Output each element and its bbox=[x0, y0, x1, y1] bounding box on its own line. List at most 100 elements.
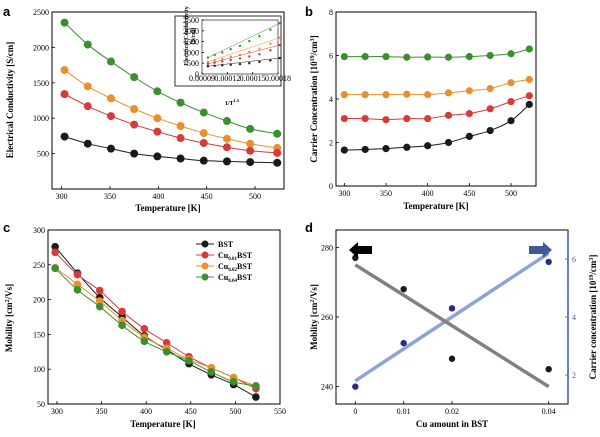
inset-point-green bbox=[238, 44, 242, 48]
inset-point-red bbox=[229, 58, 232, 62]
panel-b-xtick-label: 350 bbox=[380, 189, 392, 198]
panel-a-point-red bbox=[83, 102, 92, 111]
legend-label-cu002: Cu0.02BST bbox=[218, 262, 253, 273]
panel-b-point-orange bbox=[382, 91, 390, 99]
legend-marker-cu002 bbox=[201, 262, 209, 270]
panel-a-line-orange bbox=[64, 69, 278, 149]
panel-b-point-red bbox=[486, 105, 494, 113]
panel-b-point-green bbox=[403, 53, 411, 61]
panel-a-inset: 0.00009 0.00012 0.00015 0.00018 0 500 10001500… bbox=[174, 6, 291, 107]
panel-d-ytick-label: 260 bbox=[321, 313, 333, 322]
panel-b-point-black bbox=[486, 126, 494, 135]
panel-d-cu-amount-chart: 0 0.01 0.02 0.04 240 260 280 2 4 6 Cu amount in B… bbox=[309, 229, 598, 429]
panel-b-line-orange bbox=[344, 78, 530, 96]
panel-a-point-orange bbox=[130, 104, 139, 113]
inset-ytick-label: 2500 bbox=[183, 16, 199, 25]
panel-a-point-green bbox=[199, 108, 208, 117]
panel-b-point-black bbox=[361, 145, 369, 154]
legend-item-cu004: Cu0.04BST bbox=[196, 273, 253, 284]
panel-c-frame bbox=[47, 229, 281, 405]
panel-c-xtick-label: 300 bbox=[51, 407, 63, 416]
panel-c-point-red bbox=[162, 338, 171, 347]
panel-b-point-red bbox=[403, 114, 411, 123]
panel-a-point-black bbox=[83, 139, 92, 148]
panel-c-point-red bbox=[73, 270, 82, 279]
inset-point-black bbox=[229, 63, 232, 66]
panel-a-point-red bbox=[273, 148, 282, 157]
panel-c-point-green bbox=[140, 337, 149, 346]
panel-c-series bbox=[51, 242, 260, 401]
panel-d-series bbox=[352, 251, 552, 390]
inset-point-red bbox=[213, 61, 216, 64]
panel-b-line-red bbox=[344, 95, 530, 121]
panel-a-point-orange bbox=[176, 121, 185, 130]
panel-c-legend: BST Cu0.01BST Cu0.02BST Cu0.04BST bbox=[196, 240, 253, 284]
panel-b-carrier-chart: 300 350 400 450 500 0 2 4 6 8 Temperature [K] Car… bbox=[309, 8, 537, 211]
inset-point-black bbox=[278, 56, 281, 60]
panel-c-point-green bbox=[252, 382, 260, 390]
panel-c-point-black bbox=[252, 393, 260, 401]
panel-a-ytick-label: 1000 bbox=[33, 114, 49, 123]
carrier-point bbox=[352, 383, 359, 390]
inset-point-red bbox=[206, 62, 210, 66]
panel-c-xtick-label: 500 bbox=[229, 407, 241, 416]
panel-a-ylabel: Electrical Conductivity [S/cm] bbox=[5, 42, 15, 158]
panel-c-point-red bbox=[118, 307, 126, 316]
panel-b-ytick-label: 0 bbox=[329, 182, 333, 191]
panel-c-point-orange bbox=[95, 297, 104, 305]
carrier-point bbox=[545, 258, 552, 266]
panel-b-xtick-label: 500 bbox=[505, 189, 517, 198]
inset-ytick-label: 1000 bbox=[183, 48, 199, 57]
inset-point-orange bbox=[213, 59, 216, 62]
panel-b-point-red bbox=[424, 114, 432, 123]
panel-c-xtick-label: 450 bbox=[185, 407, 197, 416]
mobility-point bbox=[400, 285, 407, 293]
inset-xtick-label: 0.00012 bbox=[214, 74, 240, 83]
panel-d-ytick-right-label: 6 bbox=[572, 255, 576, 264]
legend-item-bst: BST bbox=[196, 240, 234, 249]
panel-b-point-red bbox=[340, 114, 348, 123]
inset-ylabel-line1: Electrical Conductivity bbox=[184, 6, 190, 66]
panel-a-point-green bbox=[106, 57, 115, 66]
panel-b-point-red bbox=[444, 111, 453, 119]
panel-d-xtick-label: 0 bbox=[353, 407, 357, 416]
panel-c-line-green bbox=[54, 267, 256, 387]
panel-d-ytick-right-label: 2 bbox=[572, 371, 576, 380]
panel-a-point-black bbox=[246, 158, 255, 167]
panel-a-frame bbox=[51, 11, 285, 190]
panel-b-point-orange bbox=[361, 91, 369, 99]
panel-d-ylabel-right: Carrier concentration [1019/cm3] bbox=[588, 255, 598, 380]
panel-c-ytick-label: 100 bbox=[33, 365, 45, 374]
inset-ytick-label: 500 bbox=[187, 59, 199, 68]
panel-a-point-green bbox=[222, 117, 231, 126]
inset-point-green bbox=[229, 47, 232, 51]
panel-c-xtick-label: 350 bbox=[96, 407, 108, 416]
panel-b-ytick-label: 6 bbox=[329, 52, 333, 61]
mobility-point bbox=[448, 355, 456, 362]
panel-a-point-black bbox=[199, 156, 208, 165]
inset-point-red bbox=[238, 57, 242, 60]
inset-point-orange bbox=[206, 60, 210, 64]
panel-a-point-red bbox=[130, 120, 139, 129]
panel-b-point-orange bbox=[525, 75, 533, 84]
panel-b-line-black bbox=[344, 104, 530, 151]
legend-marker-bst bbox=[201, 240, 209, 248]
panel-c-ytick-label: 150 bbox=[33, 330, 45, 339]
panel-c-point-black bbox=[51, 242, 59, 251]
panel-c-ytick-label: 250 bbox=[33, 261, 45, 270]
panel-a-point-green bbox=[130, 73, 139, 82]
inset-point-green bbox=[278, 22, 281, 25]
inset-point-green bbox=[248, 39, 251, 43]
panel-b-point-orange bbox=[465, 87, 473, 95]
inset-point-orange bbox=[248, 50, 251, 54]
panel-a-point-black bbox=[273, 158, 282, 167]
panel-b-point-orange bbox=[340, 91, 348, 99]
panel-b-point-red bbox=[507, 98, 515, 106]
inset-xlabel: 1/T1.5 bbox=[225, 98, 240, 107]
panel-b-point-black bbox=[507, 117, 515, 125]
panel-a-point-red bbox=[199, 138, 208, 147]
inset-point-orange bbox=[269, 42, 272, 45]
panel-b-point-green bbox=[340, 52, 348, 61]
panel-b-point-black bbox=[424, 142, 432, 150]
